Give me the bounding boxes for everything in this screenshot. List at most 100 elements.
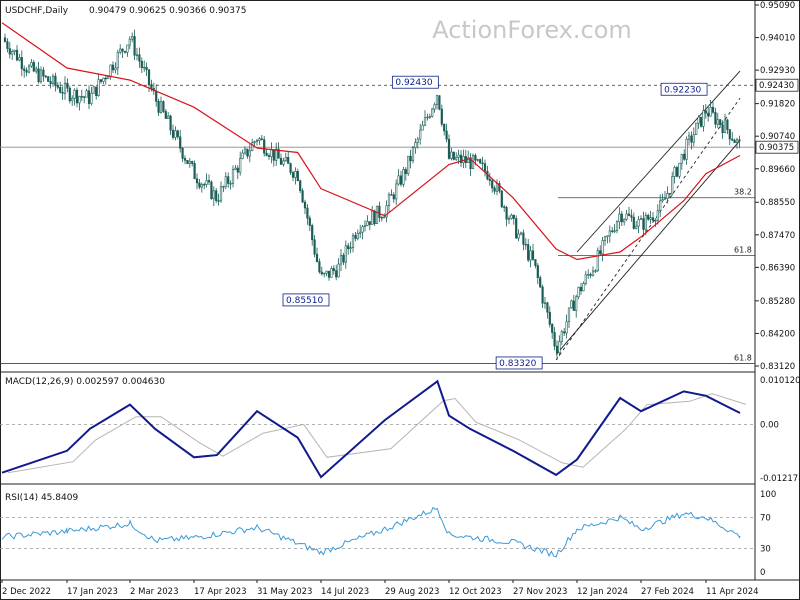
price-tick-label: 0.92930 [760, 66, 795, 76]
candle [133, 29, 136, 61]
candle [323, 272, 326, 278]
candle-body [582, 283, 585, 292]
candle [517, 229, 520, 242]
candle [231, 165, 235, 188]
candle [690, 131, 693, 150]
candle-body [339, 254, 343, 265]
candle [198, 178, 201, 190]
candle [615, 220, 619, 234]
candle-body [123, 51, 127, 53]
candle-body [450, 151, 453, 159]
candle-body [563, 331, 566, 334]
candle-body [517, 233, 520, 239]
candle [30, 59, 33, 68]
candle-body [459, 154, 463, 163]
candle-body [210, 181, 213, 200]
candle [721, 120, 724, 139]
dashed-level-box [755, 78, 799, 92]
candle-body [615, 221, 619, 231]
candle [222, 185, 225, 193]
candle-body [565, 321, 568, 334]
swing-box [282, 293, 330, 307]
candle-body [25, 70, 28, 73]
candle [709, 100, 712, 117]
price-tick-label: 0.83120 [760, 362, 795, 372]
candle-body [368, 221, 371, 225]
candle [673, 165, 676, 184]
macd-tick-label: 0.010120 [760, 376, 800, 386]
candle [227, 172, 230, 188]
candle-body [147, 69, 151, 85]
candle-body [323, 272, 326, 275]
time-tick-label: 14 Jul 2023 [321, 587, 369, 597]
candle [606, 235, 609, 244]
candle [433, 102, 436, 113]
candle-body [140, 60, 143, 68]
candle [97, 73, 100, 97]
candle [176, 129, 179, 140]
candle-body [714, 111, 717, 125]
candle-body [212, 190, 215, 200]
candle [671, 171, 674, 196]
candle-body [687, 135, 691, 140]
candle [543, 297, 547, 309]
candle [246, 148, 249, 159]
candle [692, 127, 695, 147]
candle-body [572, 300, 575, 311]
candle [395, 179, 398, 205]
candle-body [555, 345, 559, 354]
candle [318, 258, 321, 274]
candle [447, 134, 451, 160]
candle-body [668, 193, 671, 195]
moving-average-line [1, 22, 741, 261]
candle [522, 229, 525, 251]
candle [217, 193, 220, 206]
candle-body [263, 139, 266, 154]
candle [303, 199, 307, 215]
candle [632, 212, 635, 230]
candle [267, 153, 271, 160]
candle-body [121, 48, 124, 52]
candle [8, 41, 11, 59]
candle [102, 77, 105, 85]
swing-label: 0.92230 [664, 85, 701, 95]
candle [111, 61, 115, 74]
candle-body [685, 138, 688, 160]
price-tick-label: 0.88550 [760, 198, 795, 208]
candle-body [378, 205, 381, 218]
candle-body [433, 104, 436, 110]
candle [560, 329, 563, 345]
candle-body [623, 218, 626, 223]
candle-body [656, 210, 659, 221]
candle-body [512, 214, 515, 219]
candle-body [663, 198, 667, 200]
candle [157, 98, 160, 117]
time-tick-label: 17 Jan 2023 [67, 587, 118, 597]
candle-body [493, 187, 496, 192]
candle-body [193, 163, 196, 180]
candle [503, 204, 506, 212]
candle-body [150, 84, 153, 89]
candle-body [54, 75, 57, 86]
candle [20, 50, 23, 77]
candle [47, 76, 50, 82]
candle-body [675, 167, 679, 177]
candle [375, 205, 379, 225]
candle-body [73, 89, 76, 99]
candle-body [625, 213, 628, 220]
candle-body [356, 233, 359, 239]
candle [421, 120, 424, 131]
candle-body [474, 155, 477, 161]
candle-body [145, 67, 148, 71]
candle-body [330, 268, 333, 278]
candle-body [467, 157, 470, 163]
candle [15, 45, 19, 62]
candle-body [49, 81, 52, 84]
candle [625, 210, 628, 221]
candle-body [678, 162, 681, 177]
candle-body [462, 156, 465, 163]
rsi-tick-label: 70 [760, 513, 771, 523]
candle [109, 64, 112, 80]
swing-box [495, 356, 543, 370]
